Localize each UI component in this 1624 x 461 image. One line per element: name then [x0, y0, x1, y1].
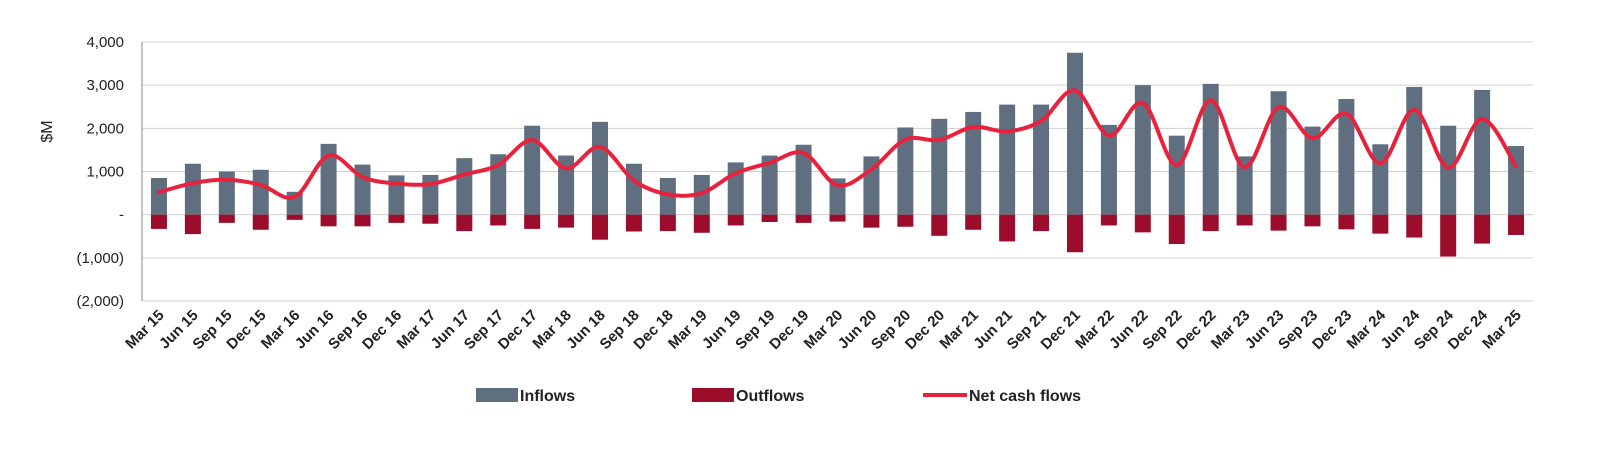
outflows-bar — [795, 214, 812, 223]
outflows-bar — [1406, 214, 1423, 238]
outflows-bar — [150, 214, 167, 229]
inflows-bar — [1304, 126, 1321, 215]
inflows-bar — [1134, 85, 1151, 215]
inflows-bar — [931, 118, 948, 215]
outflows-bar — [761, 214, 778, 223]
inflows-bar — [592, 121, 609, 215]
inflows-bar — [897, 127, 914, 215]
inflows-bar — [456, 158, 473, 215]
inflows-bar — [1474, 89, 1491, 215]
legend: Inflows Outflows Net cash flows — [476, 388, 1081, 405]
inflows-bar — [252, 169, 269, 215]
y-tick-label: 3,000 — [86, 77, 124, 94]
outflows-bar — [931, 214, 948, 236]
y-tick-label: 2,000 — [86, 120, 124, 137]
outflows-bar — [897, 214, 914, 227]
inflows-bar — [1066, 52, 1083, 215]
outflows-bar — [1304, 214, 1321, 227]
inflows-bar — [150, 177, 167, 215]
outflows-bar — [1338, 214, 1355, 230]
outflows-bar — [354, 214, 371, 227]
inflows-bar — [1440, 125, 1457, 215]
inflows-bar — [558, 155, 575, 215]
outflows-bar — [558, 214, 575, 228]
inflows-bar — [1406, 86, 1423, 215]
outflows-bar — [218, 214, 235, 223]
inflows-bars — [150, 52, 1525, 215]
legend-outflows-swatch — [692, 388, 734, 402]
outflows-bar — [1202, 214, 1219, 232]
outflows-bar — [1066, 214, 1083, 253]
outflows-bar — [1508, 214, 1525, 235]
y-tick-label: 4,000 — [86, 34, 124, 51]
outflows-bar — [1236, 214, 1253, 226]
x-tick-label: Mar 25 — [1479, 307, 1525, 353]
outflows-bar — [524, 214, 541, 229]
inflows-bar — [320, 143, 337, 215]
outflows-bar — [320, 214, 337, 227]
outflows-bar — [252, 214, 269, 230]
inflows-bar — [965, 111, 982, 215]
outflows-bar — [727, 214, 744, 226]
inflows-bar — [1338, 98, 1355, 215]
inflows-bar — [1372, 144, 1389, 215]
inflows-bar — [1033, 104, 1050, 215]
outflows-bar — [693, 214, 710, 233]
y-tick-label: 1,000 — [86, 164, 124, 181]
outflows-bar — [1474, 214, 1491, 244]
y-tick-label: - — [119, 207, 124, 224]
outflows-bar — [1372, 214, 1389, 234]
outflows-bar — [286, 214, 303, 220]
inflows-bar — [422, 174, 439, 215]
outflows-bar — [999, 214, 1016, 242]
outflows-bar — [388, 214, 405, 223]
net-cash-flows-line — [156, 88, 1519, 200]
outflows-bar — [965, 214, 982, 230]
outflows-bar — [1100, 214, 1117, 226]
inflows-bar — [1168, 135, 1185, 215]
inflows-bar — [1202, 83, 1219, 215]
outflows-bar — [490, 214, 507, 226]
outflows-bar — [863, 214, 880, 228]
outflows-bar — [1134, 214, 1151, 233]
inflows-bar — [761, 155, 778, 215]
outflows-bar — [1270, 214, 1287, 231]
outflows-bar — [184, 214, 201, 235]
inflows-bar — [1236, 156, 1253, 215]
outflows-bar — [659, 214, 676, 232]
inflows-bar — [1270, 91, 1287, 215]
legend-net-cash-flows-label: Net cash flows — [969, 388, 1081, 405]
y-axis-label: $M — [39, 120, 56, 142]
outflows-bar — [1033, 214, 1050, 232]
inflows-bar — [218, 171, 235, 215]
inflows-bar — [490, 154, 507, 215]
y-tick-label: (1,000) — [76, 250, 124, 267]
outflows-bar — [829, 214, 846, 222]
outflows-bar — [1168, 214, 1185, 245]
outflows-bar — [592, 214, 609, 240]
legend-inflows-swatch — [476, 388, 518, 402]
inflows-bar — [625, 163, 642, 215]
inflows-bar — [1100, 124, 1117, 215]
inflows-bar — [184, 163, 201, 215]
outflows-bars — [150, 214, 1525, 257]
inflows-bar — [999, 104, 1016, 215]
outflows-bar — [422, 214, 439, 224]
legend-inflows-label: Inflows — [520, 388, 575, 405]
outflows-bar — [1440, 214, 1457, 257]
gridlines — [142, 41, 1533, 302]
outflows-bar — [456, 214, 473, 232]
y-axis-ticks: 4,000 3,000 2,000 1,000 - (1,000) (2,000) — [76, 34, 124, 310]
y-tick-label: (2,000) — [76, 293, 124, 310]
legend-outflows-label: Outflows — [736, 388, 805, 405]
inflows-bar — [795, 144, 812, 215]
outflows-bar — [625, 214, 642, 232]
inflows-bar — [524, 125, 541, 215]
